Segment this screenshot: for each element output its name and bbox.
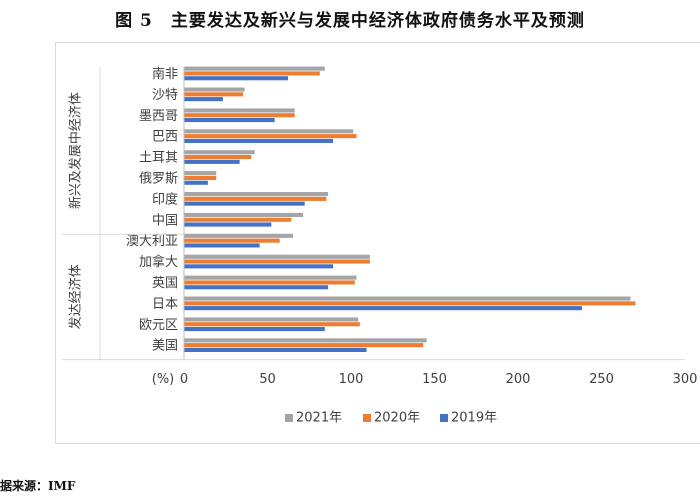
source-note: 据来源：IMF [0, 479, 76, 493]
category-label: 欧元区 [139, 318, 178, 333]
bar-俄罗斯-2020年 [184, 175, 217, 180]
bar-加拿大-2020年 [184, 259, 370, 264]
legend-label: 2020年 [374, 411, 420, 426]
bar-美国-2020年 [184, 343, 424, 348]
category-label: 加拿大 [139, 254, 178, 270]
category-label: 英国 [152, 276, 178, 291]
bar-沙特-2020年 [184, 92, 243, 97]
legend-swatch-2020年 [363, 414, 371, 422]
bar-欧元区-2021年 [184, 317, 359, 322]
x-axis-unit: (%) [152, 372, 175, 387]
bar-俄罗斯-2021年 [184, 171, 217, 176]
x-tick-label: 50 [259, 372, 276, 387]
bar-墨西哥-2019年 [184, 118, 275, 123]
category-label: 巴西 [152, 130, 178, 145]
bar-印度-2021年 [184, 192, 329, 197]
x-tick-label: 150 [422, 372, 447, 387]
bar-印度-2019年 [184, 201, 305, 206]
bar-俄罗斯-2019年 [184, 180, 208, 185]
x-tick-label: 200 [506, 372, 531, 387]
bar-英国-2021年 [184, 275, 357, 280]
bar-英国-2020年 [184, 280, 355, 285]
bar-日本-2021年 [184, 296, 631, 301]
bar-欧元区-2020年 [184, 322, 360, 327]
bar-巴西-2020年 [184, 134, 357, 139]
category-label: 俄罗斯 [139, 171, 178, 186]
category-label: 沙特 [152, 88, 178, 103]
bar-南非-2020年 [184, 71, 320, 76]
bar-墨西哥-2021年 [184, 108, 295, 113]
bar-巴西-2019年 [184, 138, 334, 143]
category-label: 土耳其 [139, 151, 178, 166]
bar-巴西-2021年 [184, 129, 354, 134]
bar-美国-2021年 [184, 338, 427, 343]
legend-swatch-2019年 [440, 414, 448, 422]
bar-沙特-2019年 [184, 97, 223, 102]
bar-中国-2020年 [184, 217, 292, 222]
bar-日本-2020年 [184, 301, 636, 306]
bar-土耳其-2021年 [184, 150, 255, 155]
x-tick-label: 250 [589, 372, 614, 387]
bar-沙特-2021年 [184, 87, 245, 92]
group-label: 新兴及发展中经济体 [68, 92, 84, 209]
bar-欧元区-2019年 [184, 327, 325, 332]
legend-label: 2021年 [296, 411, 342, 426]
x-tick-label: 0 [180, 372, 188, 387]
chart-title: 图 5 主要发达及新兴与发展中经济体政府债务水平及预测 [115, 11, 585, 31]
bar-加拿大-2021年 [184, 254, 370, 259]
bar-澳大利亚-2021年 [184, 233, 294, 238]
bar-澳大利亚-2020年 [184, 238, 280, 243]
group-label: 发达经济体 [68, 264, 84, 329]
category-label: 印度 [152, 191, 178, 207]
category-label: 中国 [152, 213, 178, 228]
x-tick-label: 100 [339, 372, 364, 387]
legend-label: 2019年 [451, 411, 497, 426]
bar-美国-2019年 [184, 347, 367, 352]
chart-frame [55, 42, 700, 444]
legend-swatch-2021年 [285, 414, 293, 422]
category-label: 日本 [152, 297, 178, 312]
bar-南非-2021年 [184, 66, 325, 71]
bar-土耳其-2019年 [184, 159, 240, 164]
bar-澳大利亚-2019年 [184, 243, 260, 248]
category-label: 美国 [152, 339, 178, 354]
x-tick-label: 300 [673, 372, 698, 387]
bar-日本-2019年 [184, 306, 582, 311]
category-label: 澳大利亚 [126, 233, 178, 249]
bar-印度-2020年 [184, 196, 327, 201]
bar-中国-2019年 [184, 222, 272, 227]
bar-南非-2019年 [184, 76, 289, 81]
category-label: 墨西哥 [139, 109, 178, 124]
bar-加拿大-2019年 [184, 264, 334, 269]
bar-墨西哥-2020年 [184, 113, 295, 118]
bar-英国-2019年 [184, 285, 329, 290]
bar-土耳其-2020年 [184, 155, 252, 160]
bar-中国-2021年 [184, 212, 304, 217]
category-label: 南非 [152, 66, 178, 82]
